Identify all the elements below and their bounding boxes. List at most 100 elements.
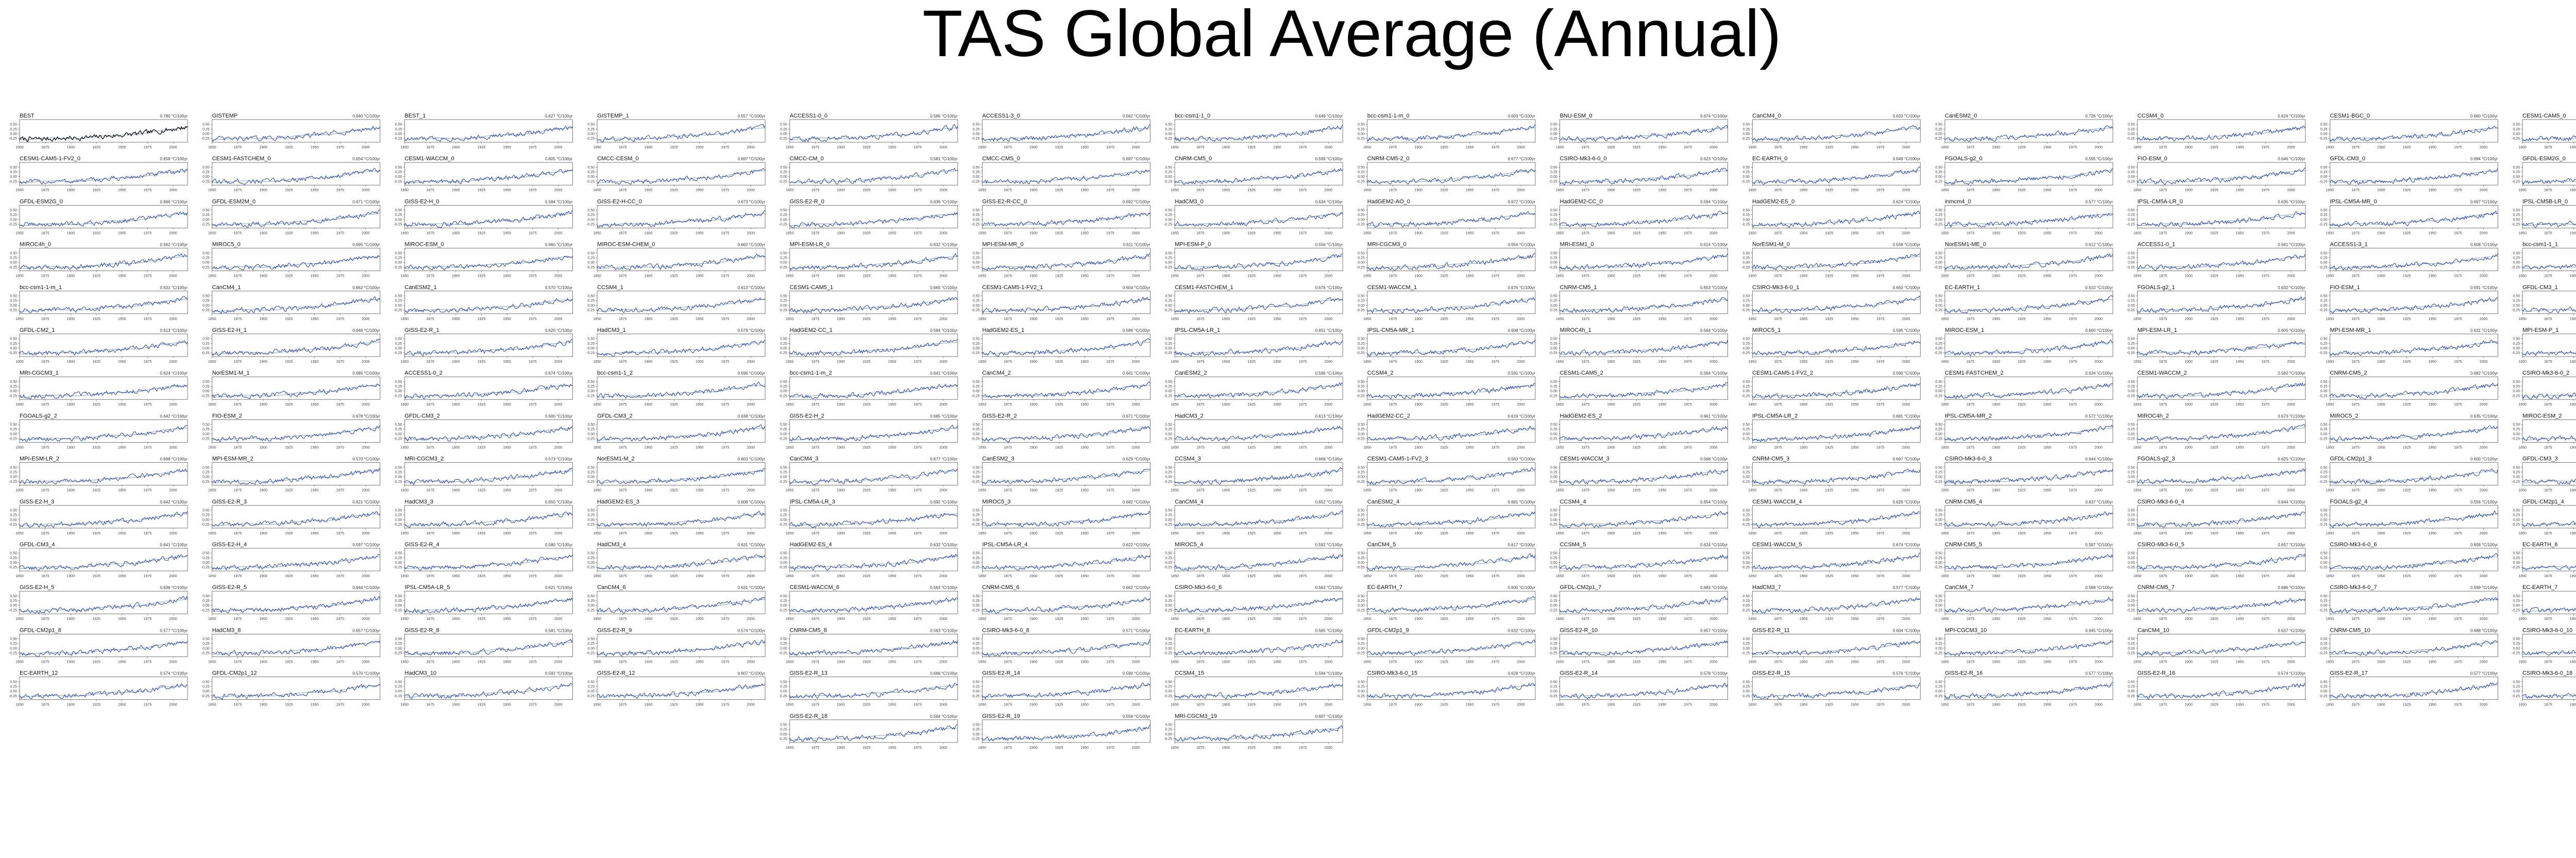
y-tick-label: 0.00: [587, 476, 595, 479]
x-tick-label: 2000: [1132, 360, 1140, 364]
series-line: [212, 125, 381, 142]
y-tick-label: 0.50: [1165, 209, 1173, 212]
panel-frame: [1560, 548, 1728, 571]
x-tick-label: 1975: [529, 317, 537, 321]
chart-panel: EC-EARTH_1 0.610 °C/100yr0.500.250.00-0.2…: [1934, 284, 2113, 321]
series-line: [789, 297, 958, 314]
reference-series-line: [1367, 213, 1535, 226]
panel-frame: [982, 591, 1150, 614]
trend-label: 0.673 °C/100yr: [738, 199, 766, 204]
chart-panel: CESM1-CAM5-1-FV2_3 0.563 °C/100yr0.500.25…: [1357, 456, 1536, 493]
x-tick-label: 1875: [1389, 317, 1397, 321]
chart-panel: CESM1-CAM5_2 0.564 °C/100yr0.500.250.00-0…: [1549, 370, 1728, 407]
x-tick-label: 1950: [1466, 360, 1474, 364]
y-tick-label: -0.25: [2319, 480, 2327, 484]
x-tick-label: 1975: [2261, 403, 2269, 407]
x-tick-label: 1950: [1851, 446, 1859, 449]
x-tick-label: 1975: [529, 189, 537, 192]
x-tick-label: 1900: [67, 231, 75, 235]
trend-label: 0.657 °C/100yr: [1700, 628, 1728, 633]
x-tick-label: 1950: [1080, 489, 1089, 493]
y-tick-label: -0.25: [1549, 266, 1557, 270]
y-tick-label: 0.25: [1935, 171, 1942, 174]
x-tick-label: 2000: [1902, 617, 1910, 621]
x-tick-label: 1850: [593, 617, 601, 621]
panel-frame: [982, 419, 1150, 443]
y-tick-label: 0.50: [2320, 595, 2328, 598]
series-line: [1944, 125, 2113, 142]
panel-frame: [982, 162, 1150, 186]
x-tick-label: 2000: [1709, 575, 1718, 578]
x-tick-label: 1950: [1658, 317, 1667, 321]
series-line: [212, 296, 381, 314]
y-tick-label: 0.25: [1165, 642, 1173, 646]
x-tick-label: 1900: [452, 275, 460, 278]
y-tick-label: 0.00: [1935, 175, 1942, 179]
y-tick-label: 0.50: [2128, 123, 2135, 127]
x-tick-label: 1900: [1415, 146, 1423, 149]
series-line: [212, 383, 380, 399]
x-tick-label: 2000: [362, 189, 370, 192]
y-tick-label: 0.00: [973, 132, 980, 136]
y-tick-label: 0.25: [1935, 256, 1942, 260]
y-tick-label: 0.25: [1165, 299, 1173, 303]
trend-label: 0.671 °C/100yr: [352, 199, 380, 204]
trend-label: 0.621 °C/100yr: [545, 585, 573, 590]
x-tick-label: 1875: [426, 275, 434, 278]
series-line: [19, 596, 188, 614]
x-tick-label: 1850: [1363, 617, 1371, 621]
y-tick-label: -0.25: [1357, 609, 1365, 612]
x-tick-label: 1875: [619, 660, 627, 664]
x-tick-label: 1900: [1029, 146, 1038, 149]
chart-panel: GFDL-ESM2M_0 0.671 °C/100yr0.500.250.00-0…: [201, 198, 381, 235]
x-tick-label: 1975: [2454, 317, 2462, 321]
panel-frame: [1944, 119, 2113, 143]
x-tick-label: 1875: [1389, 146, 1397, 149]
x-tick-label: 1925: [1440, 231, 1448, 235]
reference-series-line: [212, 428, 380, 441]
reference-series-line: [597, 513, 766, 526]
x-tick-label: 1850: [978, 617, 987, 621]
chart-panel: GFDL-CM3_2 0.638 °C/100yr0.500.250.00-0.2…: [586, 413, 766, 449]
x-tick-label: 1925: [2018, 146, 2026, 149]
x-tick-label: 1850: [208, 275, 216, 278]
series-line: [404, 297, 573, 313]
series-line: [1560, 125, 1728, 142]
panel-title: HadCM3_4: [597, 542, 626, 548]
y-tick-label: 0.25: [202, 514, 210, 517]
y-tick-label: 0.00: [2128, 175, 2135, 179]
x-tick-label: 2000: [1902, 532, 1910, 535]
x-tick-label: 2000: [362, 403, 370, 407]
x-tick-label: 1975: [721, 660, 730, 664]
x-tick-label: 1900: [67, 317, 75, 321]
series-line: [1367, 640, 1536, 656]
x-tick-label: 1975: [1492, 231, 1500, 235]
series-line: [2137, 382, 2306, 399]
trend-label: 0.641 °C/100yr: [1123, 371, 1150, 376]
panel-title: CESM1-CAM5-1-FV2_3: [1367, 456, 1428, 462]
reference-series-line: [789, 470, 958, 483]
x-tick-label: 1975: [529, 146, 537, 149]
x-tick-label: 1900: [259, 575, 267, 578]
x-tick-label: 1975: [1876, 532, 1885, 535]
x-tick-label: 1850: [1556, 489, 1564, 493]
chart-panel: CNRM-CM5_3 0.697 °C/100yr0.500.250.00-0.2…: [1741, 456, 1921, 493]
trend-label: 0.625 °C/100yr: [2278, 457, 2306, 462]
x-tick-label: 1850: [1749, 360, 1757, 364]
y-tick-label: 0.50: [1935, 595, 1942, 598]
reference-series-line: [1752, 127, 1921, 140]
x-tick-label: 1900: [67, 275, 75, 278]
reference-series-line: [1945, 428, 2113, 441]
panel-frame: [1174, 119, 1343, 143]
y-tick-label: 0.00: [1358, 175, 1365, 179]
x-tick-label: 1925: [1825, 446, 1834, 449]
panel-frame: [1367, 419, 1536, 443]
x-tick-label: 1875: [41, 575, 49, 578]
panel-title: MRI-CGCM3_0: [1367, 242, 1406, 248]
y-tick-label: 0.00: [780, 218, 787, 222]
x-tick-label: 1875: [2159, 189, 2167, 192]
x-tick-label: 2000: [1517, 189, 1525, 192]
x-tick-label: 1900: [2184, 575, 2193, 578]
x-tick-label: 1975: [2261, 446, 2269, 449]
series-line: [404, 210, 573, 228]
